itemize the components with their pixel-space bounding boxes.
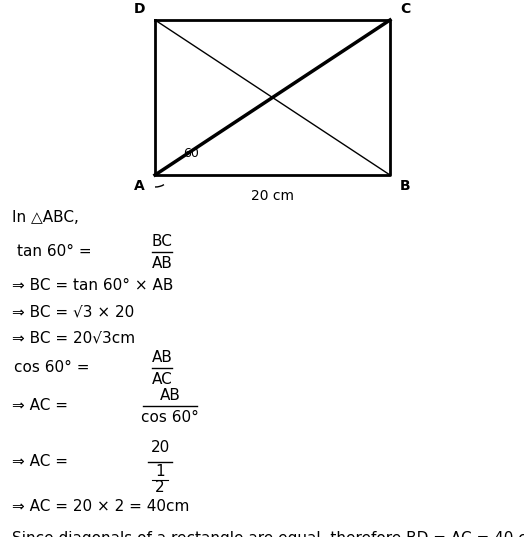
Text: AB: AB xyxy=(151,256,172,271)
Text: AB: AB xyxy=(151,350,172,365)
Text: cos 60°: cos 60° xyxy=(141,410,199,425)
Text: ⇒ BC = tan 60° × AB: ⇒ BC = tan 60° × AB xyxy=(12,278,173,293)
Text: tan 60° =: tan 60° = xyxy=(17,244,92,259)
Text: Since diagonals of a rectangle are equal, therefore BD = AC = 40 cm: Since diagonals of a rectangle are equal… xyxy=(12,531,524,537)
Text: ⇒ BC = √3 × 20: ⇒ BC = √3 × 20 xyxy=(12,304,134,319)
Text: A: A xyxy=(134,179,145,193)
Text: D: D xyxy=(134,2,145,16)
Text: 1: 1 xyxy=(155,465,165,480)
Text: cos 60° =: cos 60° = xyxy=(14,360,90,375)
Text: AB: AB xyxy=(160,388,180,403)
Text: ⇒ AC =: ⇒ AC = xyxy=(12,454,68,469)
Text: 60: 60 xyxy=(183,147,199,160)
Text: ⇒ BC = 20√3cm: ⇒ BC = 20√3cm xyxy=(12,330,135,345)
Bar xyxy=(155,20,390,175)
Text: 2: 2 xyxy=(155,481,165,496)
Text: B: B xyxy=(400,179,411,193)
Text: In △ABC,: In △ABC, xyxy=(12,210,79,225)
Text: BC: BC xyxy=(151,234,172,249)
Text: C: C xyxy=(400,2,410,16)
Text: ⇒ AC = 20 × 2 = 40cm: ⇒ AC = 20 × 2 = 40cm xyxy=(12,499,189,514)
Text: 20 cm: 20 cm xyxy=(251,189,294,203)
Text: 20: 20 xyxy=(150,440,170,455)
Text: ⇒ AC =: ⇒ AC = xyxy=(12,398,68,413)
Text: AC: AC xyxy=(151,372,172,387)
